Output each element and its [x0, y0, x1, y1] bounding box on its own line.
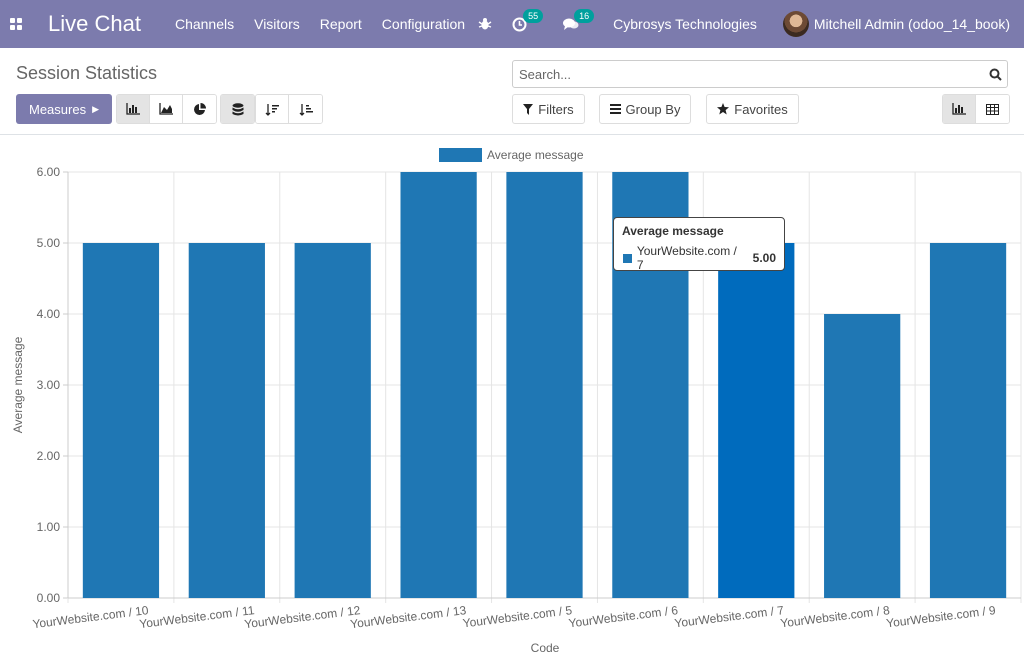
user-name: Mitchell Admin (odoo_14_book) — [813, 16, 1010, 32]
y-tick-label: 3.00 — [37, 378, 61, 392]
messaging-chat-icon[interactable]: 16 — [563, 9, 595, 31]
x-tick-label: YourWebsite.com / 8 — [780, 603, 891, 630]
tooltip-swatch — [622, 252, 633, 264]
bar-3[interactable] — [400, 172, 477, 598]
search-icon[interactable] — [983, 68, 1007, 81]
y-tick-label: 1.00 — [37, 520, 61, 534]
group-by-label: Group By — [625, 101, 681, 117]
bar-6[interactable] — [718, 243, 795, 598]
control-panel: Session Statistics Measures ▶ — [0, 48, 1024, 135]
filter-funnel-icon — [523, 103, 534, 115]
database-stack-icon[interactable] — [221, 95, 254, 123]
top-navbar: Live Chat Channels Visitors Report Confi… — [0, 0, 1024, 48]
bar-8[interactable] — [929, 243, 1007, 598]
x-tick-label: YourWebsite.com / 11 — [139, 603, 256, 631]
menu-configuration[interactable]: Configuration — [381, 16, 466, 32]
y-tick-label: 0.00 — [37, 591, 61, 605]
x-tick-label: YourWebsite.com / 12 — [244, 603, 362, 631]
group-by-button[interactable]: Group By — [599, 94, 691, 124]
y-tick-label: 4.00 — [37, 307, 61, 321]
message-count-badge: 16 — [574, 9, 595, 23]
legend-swatch[interactable] — [439, 148, 482, 162]
systray: 55 16 Cybrosys Technologies Mitchell Adm… — [462, 0, 1010, 48]
apps-menu-icon[interactable] — [0, 0, 32, 48]
sort-ascending-icon[interactable] — [289, 95, 322, 123]
x-tick-label: YourWebsite.com / 7 — [674, 603, 785, 630]
y-axis-title: Average message — [11, 336, 25, 433]
y-tick-label: 6.00 — [37, 165, 61, 179]
pivot-table-icon[interactable] — [976, 95, 1009, 123]
filters-button[interactable]: Filters — [512, 94, 585, 124]
y-tick-label: 2.00 — [37, 449, 61, 463]
app-brand[interactable]: Live Chat — [48, 11, 141, 36]
debug-bug-icon[interactable] — [478, 17, 492, 31]
star-icon — [717, 103, 730, 115]
x-tick-label: YourWebsite.com / 13 — [349, 603, 467, 631]
company-switcher[interactable]: Cybrosys Technologies — [613, 16, 757, 32]
x-tick-label: YourWebsite.com / 6 — [568, 603, 679, 630]
tooltip-value: 5.00 — [752, 251, 776, 265]
line-chart-icon[interactable] — [150, 95, 183, 123]
sort-descending-icon[interactable] — [256, 95, 289, 123]
page-title: Session Statistics — [16, 63, 158, 83]
bar-chart: 0.00 1.00 2.00 3.00 4.00 5.00 6.00 YourWebsite… — [11, 148, 1022, 655]
x-tick-label: YourWebsite.com / 5 — [462, 603, 573, 630]
favorites-button[interactable]: Favorites — [706, 94, 799, 124]
measures-label: Measures — [29, 101, 87, 117]
tooltip-title: Average message — [622, 224, 724, 238]
search-box — [512, 60, 1008, 88]
menu-channels[interactable]: Channels — [174, 16, 235, 32]
tooltip-label: YourWebsite.com / 7 — [636, 244, 737, 272]
pie-chart-icon[interactable] — [183, 95, 216, 123]
sort-buttons — [255, 94, 323, 124]
menu-report[interactable]: Report — [319, 16, 362, 32]
chart-tooltip: Average message YourWebsite.com / 7 5.00 — [613, 217, 785, 272]
bar-0[interactable] — [82, 243, 160, 598]
x-tick-label: YourWebsite.com / 10 — [32, 603, 150, 631]
search-input[interactable] — [519, 66, 983, 82]
view-switcher — [942, 94, 1010, 124]
bar-7[interactable] — [824, 314, 901, 598]
avatar — [782, 11, 809, 37]
activity-count-badge: 55 — [523, 8, 544, 23]
x-axis-title: Code — [531, 641, 560, 655]
graph-view: 0.00 1.00 2.00 3.00 4.00 5.00 6.00 YourWebsite… — [0, 136, 1024, 660]
graph-view-icon[interactable] — [943, 95, 976, 123]
activity-clock-icon[interactable]: 55 — [512, 8, 544, 32]
bar-1[interactable] — [188, 243, 265, 598]
measures-button[interactable]: Measures ▶ — [16, 94, 112, 124]
bar-2[interactable] — [294, 243, 371, 598]
filters-label: Filters — [538, 101, 574, 117]
caret-right-icon: ▶ — [92, 103, 99, 114]
bars-icon — [609, 104, 621, 114]
bar-chart-icon[interactable] — [117, 95, 150, 123]
menu-visitors[interactable]: Visitors — [254, 16, 300, 32]
legend-label[interactable]: Average message — [487, 148, 584, 162]
y-tick-label: 5.00 — [37, 236, 61, 250]
x-tick-label: YourWebsite.com / 9 — [885, 603, 996, 630]
favorites-label: Favorites — [734, 101, 788, 117]
user-menu[interactable]: Mitchell Admin (odoo_14_book) — [782, 11, 1010, 37]
bar-4[interactable] — [506, 172, 583, 598]
chart-type-switcher — [116, 94, 217, 124]
stacked-toggle — [220, 94, 255, 124]
